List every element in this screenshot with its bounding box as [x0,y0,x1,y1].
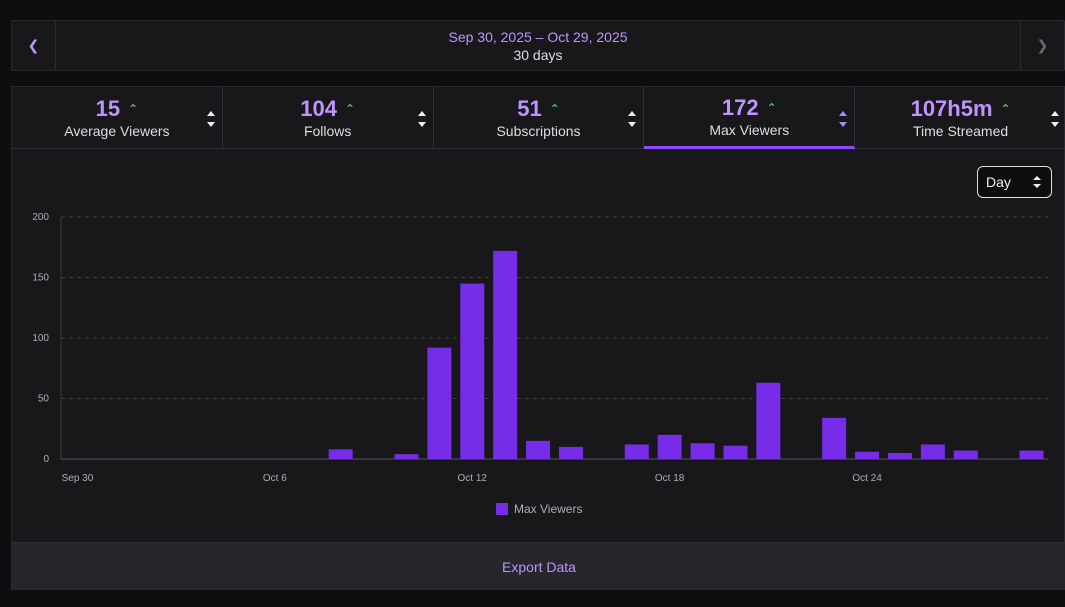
max-viewers-chart: 0 50 100 150 200 Sep 30 Oct 6 Oct 12 Oct 18 Oct 2… [32,212,1048,516]
bar [394,454,419,459]
stat-label: Average Viewers [64,123,170,139]
stat-value: 104 [300,96,338,121]
sort-icon[interactable] [1050,111,1060,127]
bar [822,417,847,459]
bar [1019,450,1044,459]
bar [328,449,353,459]
trend-up-icon: ⌃ [766,100,777,115]
bar [624,444,649,459]
legend-swatch [496,503,508,515]
stat-value: 15 [95,96,121,121]
stat-value: 172 [721,94,759,120]
sort-icon[interactable] [627,111,637,127]
select-chevron-icon [1033,176,1041,188]
y-tick-label: 100 [32,333,49,344]
date-range-text: Sep 30, 2025 – Oct 29, 2025 [448,28,628,45]
sort-icon[interactable] [417,111,427,127]
stat-tab-max-viewers[interactable]: 172 ⌃ Max Viewers [644,87,856,149]
interval-select-value: Day [986,174,1011,190]
bar [460,283,485,459]
date-range-days: 30 days [513,46,563,63]
bar [526,440,551,459]
bar [558,446,583,459]
stat-label: Follows [303,123,352,139]
bar [493,250,518,459]
bar [657,434,682,459]
x-tick-label: Oct 12 [458,473,488,484]
date-range-display[interactable]: Sep 30, 2025 – Oct 29, 2025 30 days [56,21,1020,70]
stat-label: Subscriptions [496,123,581,139]
bar [690,443,715,459]
trend-up-icon: ⌃ [549,102,560,116]
bar [887,452,912,459]
next-range-button[interactable]: ❯ [1020,21,1064,70]
previous-range-button[interactable]: ❮ [12,21,56,70]
stat-value: 107h5m [910,96,993,121]
x-tick-label: Oct 18 [655,473,685,484]
bar [427,347,452,459]
y-tick-label: 50 [38,394,50,405]
x-tick-label: Oct 6 [263,473,287,484]
bar [953,450,978,459]
stat-tab-subscriptions[interactable]: 51 ⌃ Subscriptions [434,87,645,149]
export-data-button[interactable]: Export Data [12,542,1065,590]
date-range-bar: ❮ Sep 30, 2025 – Oct 29, 2025 30 days ❯ [11,20,1065,71]
sort-icon[interactable] [838,111,848,127]
trend-up-icon: ⌃ [128,102,139,116]
stat-tab-follows[interactable]: 104 ⌃ Follows [223,87,434,149]
y-tick-label: 200 [32,212,49,223]
stat-tab-average-viewers[interactable]: 15 ⌃ Average Viewers [12,87,223,149]
bar [855,451,880,459]
interval-select[interactable]: Day [977,166,1052,198]
y-tick-label: 150 [32,273,49,284]
sort-icon[interactable] [206,111,216,127]
y-tick-label: 0 [43,454,49,465]
x-tick-label: Oct 24 [852,473,882,484]
x-tick-label: Sep 30 [62,473,94,484]
trend-up-icon: ⌃ [1000,102,1011,116]
stat-tab-time-streamed[interactable]: 107h5m ⌃ Time Streamed [855,87,1065,149]
trend-up-icon: ⌃ [345,102,356,116]
legend-label: Max Viewers [514,502,582,516]
bar [920,444,945,459]
bar [723,445,748,459]
chevron-right-icon: ❯ [1036,37,1049,53]
bar [756,382,781,459]
stat-value: 51 [517,96,542,121]
stat-label: Max Viewers [709,121,790,138]
stats-card: 15 ⌃ Average Viewers 104 ⌃ Follows 51 ⌃ … [11,86,1065,590]
stat-label: Time Streamed [912,123,1009,139]
stats-tabs: 15 ⌃ Average Viewers 104 ⌃ Follows 51 ⌃ … [12,87,1065,149]
chevron-left-icon: ❮ [27,37,40,53]
